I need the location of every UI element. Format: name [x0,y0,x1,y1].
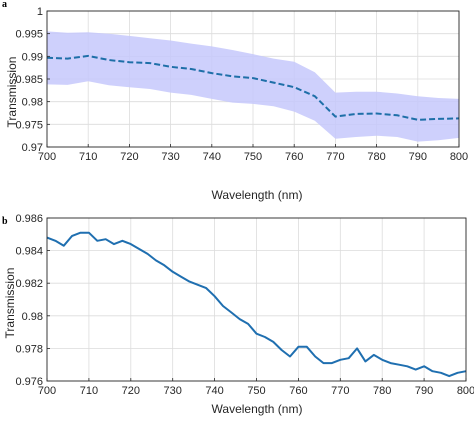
y-tick-label: 0.995 [15,29,43,41]
x-tick-label: 700 [38,385,56,397]
x-tick-label: 710 [80,385,98,397]
panel-a-label: a [2,0,7,10]
chart-panel-b: b 700 710 720 730 740 750 760 770 780 790 800 0.97… [2,213,474,416]
confidence-band-a [47,31,459,142]
y-tick-label: 0.98 [22,97,43,109]
x-tick-label: 760 [289,385,307,397]
x-ticks-a: 700 710 720 730 740 750 760 770 780 790 800 [38,144,468,163]
x-tick-label: 720 [120,151,138,163]
y-tick-label: 1 [37,6,43,18]
x-tick-label: 800 [450,151,468,163]
y-tick-label: 0.978 [15,343,43,355]
x-tick-label: 750 [247,385,265,397]
x-tick-label: 790 [409,151,427,163]
x-tick-label: 780 [373,385,391,397]
x-tick-label: 770 [331,385,349,397]
x-tick-label: 700 [38,151,56,163]
y-tick-label: 0.99 [22,51,43,63]
x-tick-label: 740 [205,385,223,397]
y-tick-label: 0.98 [22,311,43,323]
x-tick-label: 740 [203,151,221,163]
y-axis-label-b: Transmission [3,268,17,339]
x-tick-label: 720 [122,385,140,397]
y-tick-label: 0.982 [15,278,43,290]
x-tick-label: 730 [161,151,179,163]
transmission-line-b [46,231,467,378]
x-tick-label: 710 [79,151,97,163]
y-axis-label-a: Transmission [5,57,19,128]
y-tick-label: 0.975 [15,119,43,131]
x-axis-label-b: Wavelength (nm) [212,402,303,416]
chart-panel-a: a 700 710 720 730 740 750 760 770 780 790 800 0.97… [2,0,468,202]
x-tick-label: 750 [244,151,262,163]
x-tick-label: 770 [326,151,344,163]
mean-line-a [46,54,460,121]
x-tick-label: 760 [285,151,303,163]
y-tick-label: 0.985 [15,74,43,86]
y-ticks-b: 0.976 0.978 0.98 0.982 0.984 0.986 [15,213,50,388]
x-tick-label: 790 [415,385,433,397]
y-tick-label: 0.97 [22,142,43,154]
y-ticks-a: 0.97 0.975 0.98 0.985 0.99 0.995 1 [15,6,50,154]
panel-b-label: b [2,216,8,227]
x-axis-label-a: Wavelength (nm) [212,188,303,202]
x-tick-label: 730 [164,385,182,397]
y-tick-label: 0.984 [15,246,43,258]
y-tick-label: 0.986 [15,213,43,225]
plot-frame-b [46,217,467,382]
x-ticks-b: 700 710 720 730 740 750 760 770 780 790 800 [38,378,474,397]
plot-frame-a [46,10,460,148]
x-tick-label: 800 [457,385,474,397]
x-tick-label: 780 [367,151,385,163]
y-tick-label: 0.976 [15,376,43,388]
